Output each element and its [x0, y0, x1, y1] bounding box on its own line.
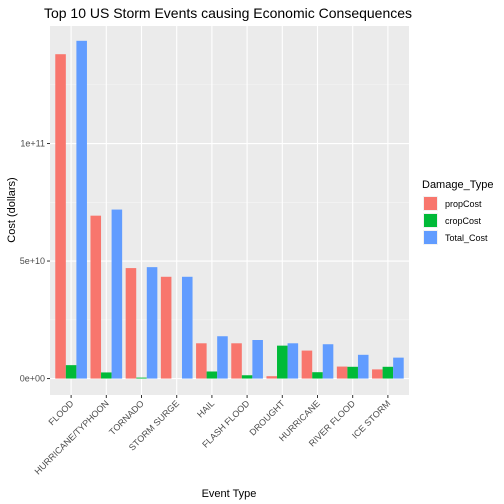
legend: Damage_Type propCost cropCost Total_Cost	[422, 179, 494, 245]
bar-Total_Cost	[287, 343, 299, 379]
bar-Total_Cost	[76, 40, 87, 379]
bar-cropCost	[277, 345, 288, 379]
bar-cropCost	[65, 365, 77, 379]
legend-swatch-Total_Cost	[424, 231, 437, 244]
bar-propCost	[196, 343, 207, 379]
bar-cropCost	[382, 366, 394, 379]
bar-cropCost	[206, 371, 218, 379]
bar-Total_Cost	[322, 344, 334, 379]
bar-propCost	[55, 54, 66, 379]
bar-Total_Cost	[181, 276, 193, 379]
bar-cropCost	[101, 372, 112, 379]
x-axis-title: Event Type	[202, 488, 257, 500]
bar-propCost	[125, 268, 137, 379]
plot-panel	[50, 26, 409, 395]
y-tick-label: 0e+00	[20, 374, 45, 384]
legend-title: Damage_Type	[422, 179, 494, 191]
bar-cropCost	[241, 375, 253, 379]
y-axis-ticks: 0e+00 5e+10 1e+11	[20, 139, 50, 384]
bar-Total_Cost	[393, 357, 404, 379]
bar-Total_Cost	[252, 340, 263, 379]
bar-propCost	[160, 276, 172, 379]
bar-cropCost	[136, 377, 147, 379]
bar-propCost	[231, 343, 242, 379]
bar-Total_Cost	[217, 336, 228, 379]
y-tick-label: 1e+11	[20, 139, 45, 149]
gridlines	[50, 26, 409, 395]
bar-propCost	[90, 215, 102, 379]
bar-cropCost	[347, 366, 358, 379]
bar-cropCost	[312, 372, 323, 379]
y-tick-label: 5e+10	[20, 256, 45, 266]
x-tick-label: HAIL	[195, 398, 216, 419]
bar-Total_Cost	[146, 267, 158, 379]
x-tick-label: FLOOD	[47, 398, 76, 427]
legend-swatch-propCost	[424, 197, 437, 210]
y-axis-title: Cost (dollars)	[6, 177, 18, 242]
x-tick-label: HURRICANE/TYPHOON	[33, 398, 111, 476]
chart-title: Top 10 US Storm Events causing Economic …	[44, 5, 412, 21]
bar-propCost	[372, 369, 383, 379]
bar-Total_Cost	[357, 354, 369, 379]
bar-propCost	[301, 350, 313, 379]
bars	[55, 40, 404, 379]
legend-label: propCost	[445, 199, 482, 209]
bar-propCost	[266, 376, 278, 379]
legend-label: cropCost	[445, 216, 482, 226]
bar-propCost	[336, 366, 348, 379]
legend-label: Total_Cost	[445, 233, 488, 243]
bar-Total_Cost	[111, 209, 123, 379]
legend-swatch-cropCost	[424, 214, 437, 227]
